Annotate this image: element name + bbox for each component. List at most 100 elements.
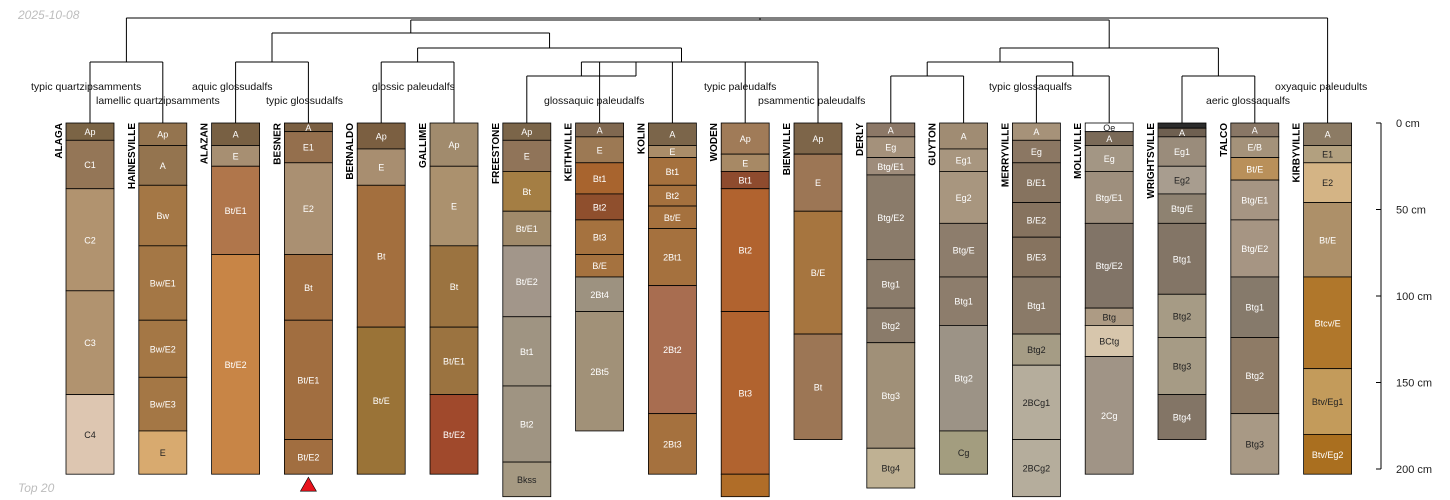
horizon-bt [502, 171, 552, 212]
horizon-bw-e2 [138, 319, 188, 378]
horizon-label: Btg [1102, 312, 1116, 322]
profile-bienville: Ap E B/E Bt BIENVILLE [782, 122, 843, 440]
profile-freestone: Ap E Bt Bt/E1 Bt/E2 Bt1 Bt2 Bkss FREESTONE [491, 122, 552, 498]
horizon-label: Btg4 [882, 464, 901, 474]
horizon-label: Bt/E2 [516, 277, 538, 287]
horizon-e [502, 139, 552, 172]
horizon-2bt1 [648, 228, 697, 287]
horizon-b-e1 [1012, 162, 1061, 203]
horizon-btg-e2 [866, 174, 916, 261]
horizon-bw-e3 [138, 376, 188, 432]
horizon-label: Bt/E2 [443, 430, 465, 440]
horizon-cg [939, 430, 988, 475]
horizon-c2 [65, 188, 115, 292]
horizon-label: E2 [1322, 178, 1333, 188]
horizon-bt [356, 184, 406, 328]
horizon-label: 2Bt5 [590, 367, 609, 377]
horizon-label: Bt/E1 [516, 224, 538, 234]
horizon-bt-e [1303, 202, 1352, 278]
horizon-label: Bt3 [593, 233, 607, 243]
horizon-label: Bt/E2 [225, 360, 247, 370]
horizon-bt-e2 [211, 254, 261, 475]
horizon-bt3 [575, 219, 624, 255]
horizon-e [793, 153, 843, 212]
depth-axis: 0 cm 50 cm 100 cm 150 cm 200 cm [1376, 118, 1432, 476]
horizon-bt2 [575, 193, 624, 221]
horizon-bw [138, 184, 188, 247]
horizon-label: Bt1 [520, 347, 534, 357]
horizon-label: Btg2 [1173, 311, 1192, 321]
horizon-label: Btg3 [1173, 362, 1192, 372]
profile-name: ALAGA [54, 123, 65, 159]
horizon-bt-e1 [429, 326, 479, 396]
group-label-typic-quartzipsamments: typic quartzipsamments [31, 81, 141, 93]
horizon-label: E [524, 151, 530, 161]
horizon-label: E [233, 151, 239, 161]
horizon-label: Ap [448, 140, 459, 150]
group-label-typic-glossaqualfs: typic glossaqualfs [989, 81, 1072, 93]
horizon-label: A [1179, 128, 1185, 138]
horizon-ap [720, 122, 770, 155]
horizon-btg2 [1157, 293, 1207, 338]
horizon-label: Bt3 [738, 388, 752, 398]
horizon-label: E [160, 448, 166, 458]
horizon-label: Bt [377, 252, 386, 262]
horizon-label: Ap [84, 127, 95, 137]
horizon-label: Oe [1103, 123, 1115, 133]
horizon-label: Bw/E3 [150, 400, 176, 410]
profile-name: FREESTONE [491, 123, 502, 184]
horizon-2bt3 [648, 413, 697, 475]
horizon-label: Bt1 [666, 167, 680, 177]
profile-name: MERRYVILLE [1000, 123, 1011, 187]
horizon-eg2 [1157, 165, 1207, 195]
horizon-label: B/E [592, 261, 607, 271]
horizon-label: Btg2 [1027, 345, 1046, 355]
horizon-label: A [888, 125, 894, 135]
horizon-label: Bt2 [666, 191, 680, 201]
horizon-label: Btg/E2 [1241, 244, 1268, 254]
horizon-label: E1 [303, 143, 314, 153]
horizon-btg1 [1012, 276, 1061, 335]
profile-name: TALCO [1219, 123, 1230, 157]
date-stamp: 2025-10-08 [17, 8, 80, 22]
profile-kirbyville: A E1 E2 Bt/E Btcv/E Btv/Eg1 Btv/Eg2 KIRBYVILLE [1292, 122, 1352, 475]
horizon-label: E1 [1322, 150, 1333, 160]
horizon-label: Ap [376, 131, 387, 141]
group-label-psammentic-paleudalfs: psammentic paleudalfs [758, 95, 865, 107]
profile-name: WODEN [709, 123, 720, 161]
horizon-btg1 [1230, 276, 1280, 338]
horizon-btv-eg2 [1303, 433, 1352, 475]
horizon-label: Btcv/E [1315, 318, 1341, 328]
horizon-label: Eg1 [1174, 147, 1190, 157]
profile-name: BESNER [272, 122, 283, 164]
horizon-label: Bt/E [1246, 164, 1263, 174]
horizon-label: Bt2 [593, 202, 607, 212]
horizon-label: C2 [84, 235, 96, 245]
horizon-label: Bt/E1 [443, 356, 465, 366]
horizon-btg-e2 [1084, 222, 1134, 309]
horizon-label: Btg2 [954, 374, 973, 384]
profile-mollville: OeA Eg Btg/E1 Btg/E2 Btg BCtg 2Cg MOLLVILLE [1073, 122, 1134, 475]
horizon-label: Btg/E [1171, 204, 1193, 214]
horizon-btg2 [1230, 337, 1280, 415]
horizon-label: E [597, 145, 603, 155]
horizon-label: Bkss [517, 475, 537, 485]
horizon-label: Btg1 [954, 297, 973, 307]
horizon-bt-e2 [283, 439, 333, 475]
horizon-label: E [742, 158, 748, 168]
profile-guyton: A Eg1 Eg2 Btg/E Btg1 Btg2 Cg GUYTON [928, 122, 988, 475]
horizon-bt-e1 [211, 165, 261, 255]
horizon-2bcg1 [1012, 364, 1061, 440]
horizon-label: A [1252, 125, 1258, 135]
horizon-label: 2BCg2 [1023, 464, 1051, 474]
horizon-btg-e1 [1084, 171, 1134, 224]
group-label-aquic-glossudalfs: aquic glossudalfs [192, 81, 273, 93]
group-label-aeric-glossaqualfs: aeric glossaqualfs [1206, 95, 1290, 107]
horizon-label: Bw/E2 [150, 344, 176, 354]
horizon-label: Eg [885, 143, 896, 153]
horizon-label: Eg [1104, 154, 1115, 164]
group-label-oxyaquic-paleudults: oxyaquic paleudults [1275, 81, 1367, 93]
horizon-label: Btg/E2 [877, 213, 904, 223]
group-label-glossic-paleudalfs: glossic paleudalfs [372, 81, 455, 93]
horizon-label: Btg1 [1246, 303, 1265, 313]
